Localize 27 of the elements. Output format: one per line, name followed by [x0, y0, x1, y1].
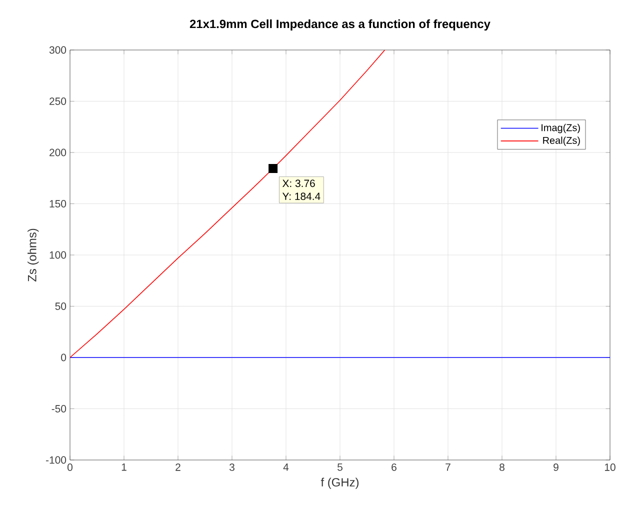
x-tick-label: 9 — [554, 464, 558, 471]
y-tick-label: 100 — [50, 251, 66, 259]
y-tick-label: 50 — [55, 302, 66, 310]
x-tick-label: 8 — [500, 464, 504, 471]
x-tick-label: 6 — [392, 464, 396, 471]
x-tick-label: 0 — [67, 464, 72, 471]
y-tick-label: 200 — [50, 148, 66, 156]
x-axis-title: f (GHz) — [320, 478, 359, 489]
y-tick-label: 250 — [50, 98, 66, 105]
x-tick-label: 4 — [283, 464, 289, 471]
y-tick-label: -50 — [52, 405, 66, 412]
y-tick-label: 300 — [49, 46, 66, 54]
annotation: Y: 184.4 — [282, 192, 320, 200]
x-tick-label: 1 — [122, 464, 126, 471]
legend-label: Imag(Zs) — [542, 124, 580, 134]
x-tick-label: 10 — [604, 464, 616, 471]
y-tick-label: -100 — [46, 456, 66, 464]
chart-title: 21x1.9mm Cell Impedance as a function of frequency — [190, 19, 490, 31]
y-tick-label: 150 — [50, 200, 66, 208]
y-tick-label: 0 — [61, 354, 66, 362]
y-axis-title: Zs (ohms) — [28, 228, 39, 282]
legend-label: Real(Zs) — [543, 136, 580, 146]
x-tick-label: 7 — [446, 464, 450, 471]
x-tick-label: 3 — [229, 464, 234, 471]
x-tick-label: 5 — [338, 464, 342, 471]
annotation: X: 3.76 — [282, 180, 315, 188]
x-tick-label: 2 — [176, 464, 180, 471]
